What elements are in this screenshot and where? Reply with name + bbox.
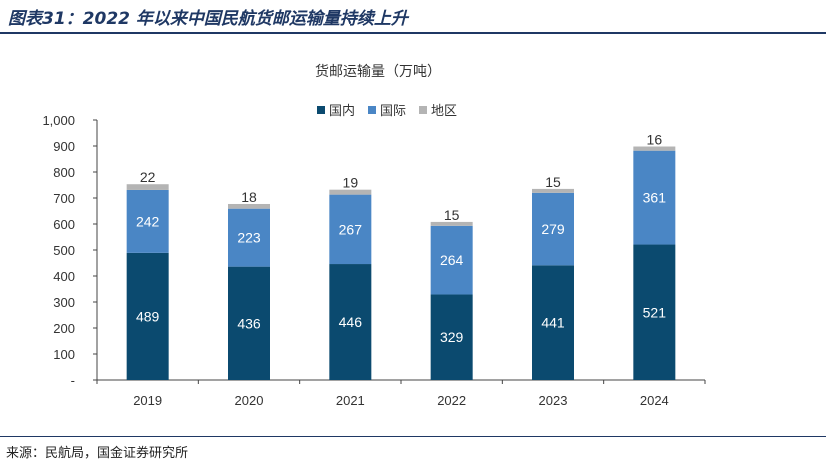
bar-segment	[430, 294, 473, 380]
chart-title: 货邮运输量（万吨）	[315, 63, 441, 80]
data-label: 489	[136, 308, 160, 324]
y-axis: - 100 200 300 400 500 600 700 800 900 1,000	[42, 113, 98, 388]
data-label: 242	[136, 213, 160, 229]
data-label: 361	[643, 190, 667, 206]
bar-segment	[430, 225, 473, 295]
source-note: 来源：民航局，国金证券研究所	[6, 446, 189, 461]
bar-segment	[228, 203, 270, 209]
bar-segment	[633, 150, 676, 245]
x-tick-label: 2019	[133, 393, 162, 408]
data-label: 223	[237, 230, 261, 246]
y-tick-label: 400	[53, 269, 75, 284]
y-tick-label: 100	[53, 347, 75, 362]
y-tick-label: 200	[53, 321, 75, 336]
legend-label: 国际	[380, 104, 406, 119]
data-label: 18	[241, 189, 257, 205]
title-divider	[0, 32, 826, 34]
legend-label: 地区	[431, 104, 457, 119]
bar-segment	[329, 264, 372, 380]
bar-segment	[329, 194, 372, 265]
bar-segment	[633, 244, 676, 380]
bar-segment	[228, 266, 270, 380]
data-label: 22	[140, 169, 156, 185]
bar-segment	[532, 265, 574, 380]
bar-segment	[126, 184, 169, 190]
x-tick-label: 2022	[437, 393, 466, 408]
bar-segment	[633, 146, 676, 151]
x-tick-label: 2021	[336, 393, 365, 408]
bars: 489 242 22 436 223 18 446 267 19 329 264 15 441 279 15…	[126, 132, 676, 380]
x-tick-label: 2020	[235, 393, 264, 408]
y-tick-label: -	[71, 373, 75, 388]
legend-swatch	[317, 106, 325, 114]
source-divider	[0, 436, 826, 437]
legend-swatch	[419, 106, 427, 114]
page-title: 图表31：2022 年以来中国民航货邮运输量持续上升	[8, 9, 408, 29]
x-tick-label: 2023	[539, 393, 568, 408]
y-tick-label: 800	[53, 165, 75, 180]
data-label: 279	[541, 221, 565, 237]
bar-segment	[126, 189, 169, 253]
bar-segment	[532, 188, 574, 193]
bar-segment	[430, 221, 473, 226]
data-label: 264	[440, 252, 464, 268]
data-label: 15	[545, 174, 561, 190]
x-axis: 2019 2020 2021 2022 2023 2024	[96, 379, 706, 408]
bar-segment	[532, 192, 574, 266]
y-tick-label: 1,000	[42, 113, 75, 128]
legend-label: 国内	[329, 103, 355, 119]
bar-segment	[126, 252, 169, 380]
data-label: 267	[339, 221, 363, 237]
y-tick-label: 700	[53, 191, 75, 206]
legend-swatch	[368, 106, 376, 114]
data-label: 446	[339, 314, 363, 330]
x-tick-label: 2024	[640, 393, 669, 408]
data-label: 16	[647, 132, 663, 148]
y-tick-label: 500	[53, 243, 75, 258]
bar-segment	[329, 189, 372, 195]
data-label: 19	[343, 175, 359, 191]
bar-segment	[228, 208, 270, 267]
data-label: 329	[440, 329, 464, 345]
data-label: 436	[237, 315, 261, 331]
data-label: 441	[541, 315, 565, 331]
y-tick-label: 900	[53, 139, 75, 154]
data-label: 521	[643, 304, 667, 320]
y-tick-label: 600	[53, 217, 75, 232]
legend: 国内 国际 地区	[317, 103, 457, 119]
data-label: 15	[444, 207, 460, 223]
y-tick-label: 300	[53, 295, 75, 310]
